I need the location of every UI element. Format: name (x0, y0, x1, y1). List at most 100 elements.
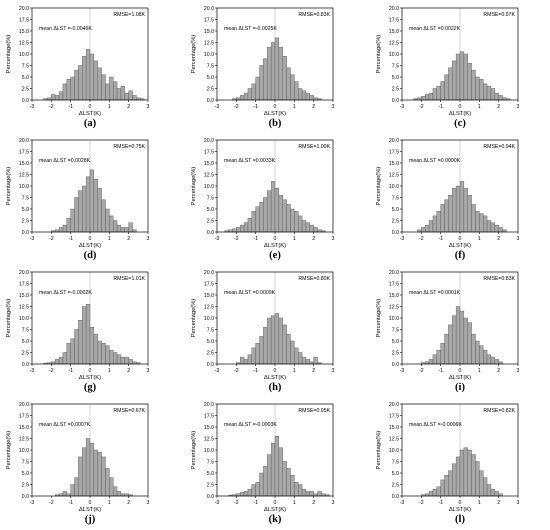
panel-letter: (j) (85, 514, 96, 525)
histogram-bar (128, 222, 133, 233)
histogram-bar (294, 482, 299, 497)
y-tick-label: 0.0 (22, 362, 29, 368)
histogram-bar (494, 92, 499, 101)
histogram-bar (317, 491, 322, 497)
x-tick-label: -1 (68, 236, 73, 242)
y-tick-label: 12.5 (389, 40, 399, 46)
x-tick-label: -2 (234, 236, 239, 242)
y-tick-label: 0.0 (207, 98, 214, 104)
y-tick-label: 20.0 (19, 402, 29, 408)
histogram-bar (436, 211, 441, 233)
histogram-bar (425, 224, 430, 233)
y-tick-label: 7.5 (22, 63, 29, 69)
rmse-annotation: RMSE=0.82K (483, 408, 515, 414)
y-tick-label: 15.0 (19, 425, 29, 431)
y-tick-label: 2.5 (22, 482, 29, 488)
x-tick-label: 3 (517, 368, 520, 374)
y-tick-label: 20.0 (389, 6, 399, 12)
y-tick-label: 7.5 (207, 327, 214, 333)
y-tick-label: 10.0 (19, 316, 29, 322)
x-tick-label: 1 (478, 236, 481, 242)
histogram-bar (89, 327, 95, 365)
histogram-bar (479, 345, 484, 365)
histogram-bar (251, 347, 256, 365)
y-tick-label: 0.0 (22, 230, 29, 236)
y-tick-label: 17.5 (389, 281, 399, 287)
histogram-bar (290, 340, 295, 365)
y-tick-label: 15.0 (389, 293, 399, 299)
y-tick-label: 12.5 (389, 172, 399, 178)
y-tick-label: 2.5 (22, 86, 29, 92)
x-tick-label: -3 (400, 104, 405, 110)
histogram-bar (93, 449, 98, 497)
histogram-bar (78, 190, 83, 233)
histogram-bar (282, 324, 287, 365)
histogram-bar (301, 220, 307, 233)
histogram-bar (298, 215, 303, 233)
histogram-bar (82, 185, 87, 233)
histogram-bar (282, 199, 287, 233)
x-tick-label: 0 (89, 368, 92, 374)
x-tick-label: 0 (274, 368, 277, 374)
y-tick-label: 2.5 (207, 218, 214, 224)
y-tick-label: 12.5 (204, 172, 214, 178)
x-tick-label: 2 (312, 500, 315, 506)
y-tick-label: 2.5 (22, 218, 29, 224)
histogram-bar (259, 65, 264, 101)
histogram-bar (82, 447, 87, 497)
histogram-bar (85, 438, 91, 497)
histogram-bar (270, 442, 276, 497)
histogram-bar (494, 359, 499, 365)
y-tick-label: 2.5 (392, 86, 399, 92)
histogram-bar (475, 211, 480, 233)
x-tick-label: -2 (49, 104, 54, 110)
histogram-bar (278, 194, 283, 233)
histogram-bar (274, 436, 280, 497)
x-tick-label: -3 (215, 500, 220, 506)
mean-annotation: mean ΔLST =-0.0002K (39, 290, 92, 296)
y-tick-label: 0.0 (207, 362, 214, 368)
x-tick-label: -3 (215, 104, 220, 110)
histogram-bar (243, 222, 249, 233)
histogram-bar (475, 340, 480, 365)
y-tick-label: 20.0 (389, 138, 399, 144)
histogram-bar (294, 81, 299, 101)
histogram-bar (74, 197, 79, 233)
x-tick-label: -1 (438, 500, 443, 506)
histogram-bar (62, 224, 68, 233)
histogram-bar (479, 79, 484, 101)
histogram-bar (101, 74, 106, 101)
histogram-bar (259, 472, 264, 497)
histogram-bar (66, 217, 71, 233)
histogram-bar (128, 359, 133, 365)
x-tick-label: 2 (127, 500, 130, 506)
y-tick-label: 17.5 (19, 413, 29, 419)
histogram-bar (255, 206, 260, 233)
y-tick-label: 15.0 (204, 425, 214, 431)
histogram-bar (428, 92, 434, 101)
mean-annotation: mean ΔLST =0.0001K (409, 290, 461, 296)
histogram-bar (471, 333, 476, 365)
y-tick-label: 12.5 (19, 436, 29, 442)
histogram-bar (305, 491, 310, 497)
y-tick-label: 0.0 (207, 494, 214, 500)
histogram-bar (305, 359, 310, 365)
panel-letter: (h) (269, 382, 282, 393)
x-tick-label: 3 (147, 368, 150, 374)
x-tick-label: -3 (215, 236, 220, 242)
histogram-bar (120, 227, 126, 233)
histogram-bar (62, 83, 68, 101)
histogram-bar (301, 90, 307, 101)
histogram-bar (452, 463, 457, 497)
x-axis-title: ΔLST(K) (449, 507, 471, 513)
histogram-bar (109, 76, 114, 101)
histogram-bar (89, 442, 95, 497)
y-tick-label: 7.5 (22, 459, 29, 465)
histogram-bar (116, 224, 122, 233)
x-axis-title: ΔLST(K) (79, 243, 101, 249)
y-tick-label: 5.0 (207, 339, 214, 345)
histogram-bar (263, 327, 268, 365)
mean-annotation: mean ΔLST =-0.0046K (39, 26, 92, 32)
histogram-bar (58, 91, 64, 101)
histogram-bar (116, 354, 122, 365)
